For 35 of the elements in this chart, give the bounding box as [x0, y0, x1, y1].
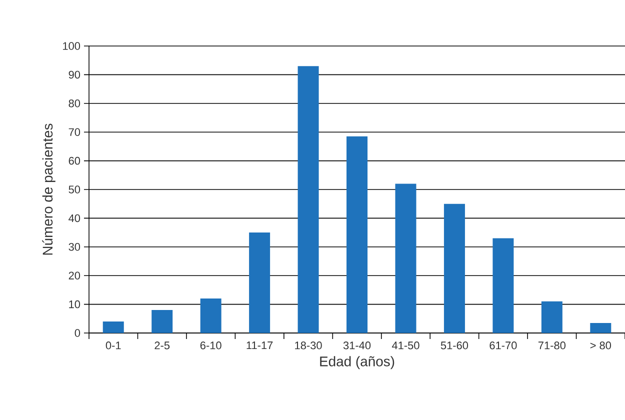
x-tick-label: 6-10: [200, 342, 222, 350]
x-tick-label: > 80: [590, 342, 612, 350]
bar: [152, 310, 173, 333]
x-tick-label: 41-50: [392, 342, 420, 350]
bar: [200, 298, 222, 333]
y-tick-label: 0: [74, 329, 80, 337]
x-tick-label: 2-5: [154, 342, 170, 350]
y-tick-label: 70: [68, 128, 80, 136]
x-tick-label: 61-70: [490, 342, 517, 350]
y-tick-label: 100: [63, 42, 80, 50]
y-tick-label: 40: [68, 214, 80, 222]
y-tick-label: 90: [68, 70, 80, 79]
x-tick-label: 0-1: [106, 342, 121, 350]
x-tick-label: 11-17: [246, 342, 273, 350]
bar: [102, 322, 124, 333]
bar: [444, 204, 465, 333]
bar: [346, 136, 368, 333]
y-tick-label: 50: [68, 186, 80, 194]
y-tick-label: 20: [68, 272, 80, 280]
y-axis-title: Número de pacientes: [42, 124, 56, 255]
bar: [298, 66, 319, 333]
y-tick-label: 80: [68, 100, 80, 108]
x-tick-label: 31-40: [343, 342, 371, 350]
y-tick-label: 10: [69, 300, 80, 308]
bar: [249, 232, 270, 333]
bar: [590, 322, 612, 333]
x-tick-label: 51-60: [440, 342, 468, 350]
bar: [395, 184, 416, 333]
bar: [541, 301, 562, 333]
y-tick-label: 60: [68, 156, 80, 165]
x-axis-title: Edad (años): [320, 356, 394, 370]
x-tick-label: 71-80: [538, 342, 566, 350]
bar: [492, 238, 514, 333]
x-tick-label: 18-30: [295, 342, 322, 350]
y-tick-label: 30: [68, 243, 80, 251]
